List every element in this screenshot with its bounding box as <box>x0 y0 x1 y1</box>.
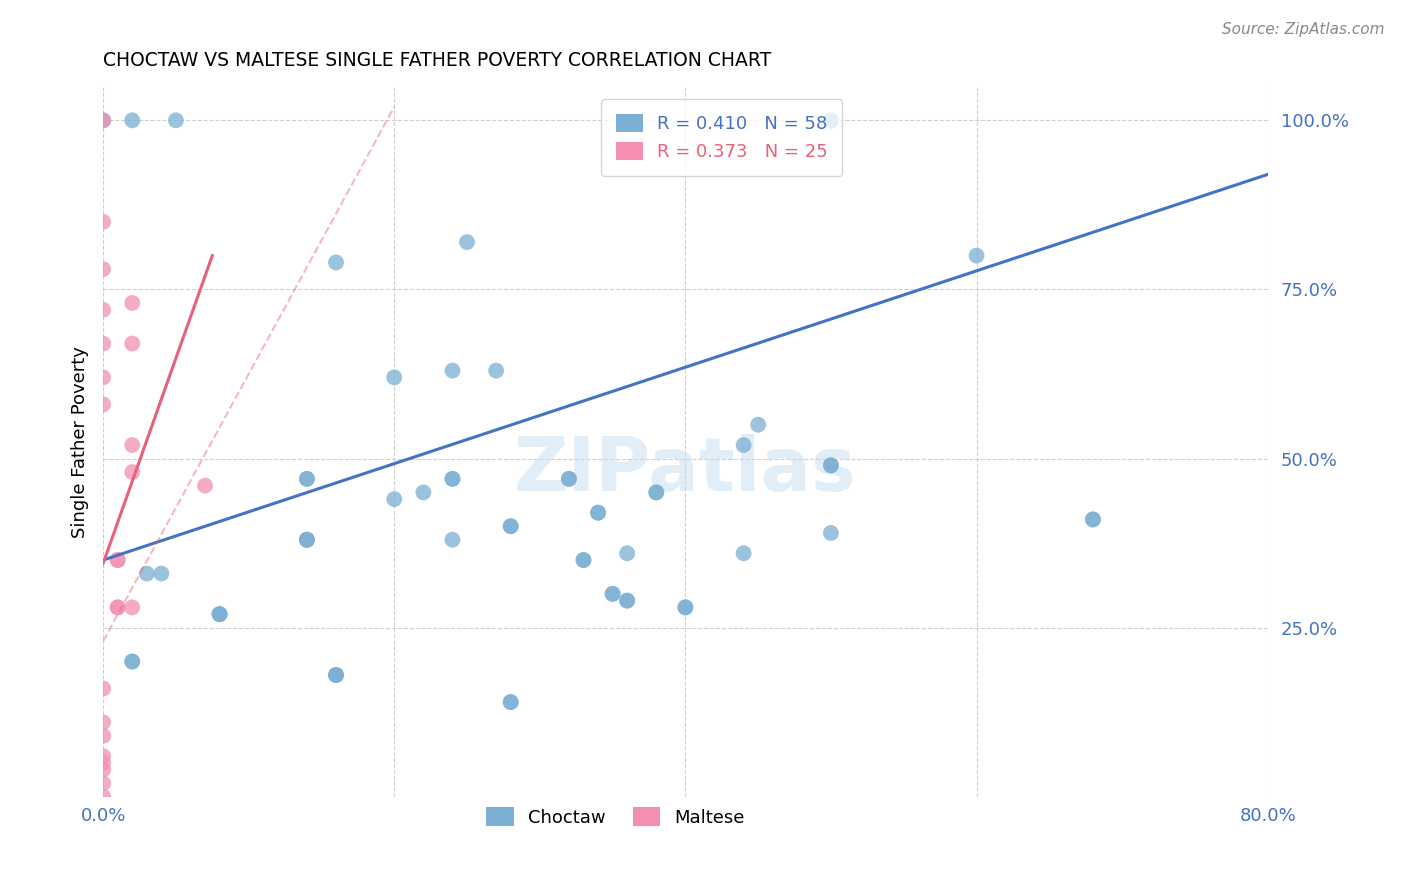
Point <box>121 655 143 669</box>
Point <box>499 519 522 533</box>
Point <box>91 113 114 128</box>
Point <box>107 553 129 567</box>
Point <box>616 593 638 607</box>
Point <box>91 336 114 351</box>
Point <box>194 478 217 492</box>
Point <box>820 113 842 128</box>
Point <box>673 600 696 615</box>
Point <box>208 607 231 622</box>
Point <box>121 296 143 310</box>
Point <box>107 600 129 615</box>
Point <box>91 370 114 384</box>
Point <box>441 533 464 547</box>
Point <box>325 668 347 682</box>
Point <box>91 397 114 411</box>
Point <box>91 789 114 804</box>
Point <box>966 249 988 263</box>
Point <box>165 113 187 128</box>
Point <box>820 458 842 473</box>
Point <box>499 519 522 533</box>
Text: Source: ZipAtlas.com: Source: ZipAtlas.com <box>1222 22 1385 37</box>
Point <box>616 593 638 607</box>
Point <box>208 607 231 622</box>
Point <box>121 438 143 452</box>
Point <box>586 506 609 520</box>
Point <box>91 756 114 770</box>
Point <box>91 262 114 277</box>
Point <box>412 485 434 500</box>
Point <box>325 668 347 682</box>
Point <box>572 553 595 567</box>
Point <box>91 749 114 764</box>
Point <box>733 438 755 452</box>
Point <box>295 533 318 547</box>
Point <box>1081 512 1104 526</box>
Point <box>382 492 405 507</box>
Point <box>91 763 114 777</box>
Point <box>586 506 609 520</box>
Point <box>325 668 347 682</box>
Point <box>441 472 464 486</box>
Point <box>295 472 318 486</box>
Point <box>91 215 114 229</box>
Point <box>558 472 581 486</box>
Point <box>616 546 638 560</box>
Point <box>91 729 114 743</box>
Text: CHOCTAW VS MALTESE SINGLE FATHER POVERTY CORRELATION CHART: CHOCTAW VS MALTESE SINGLE FATHER POVERTY… <box>103 51 772 70</box>
Point <box>295 533 318 547</box>
Point <box>441 472 464 486</box>
Point <box>91 715 114 730</box>
Point <box>820 458 842 473</box>
Y-axis label: Single Father Poverty: Single Father Poverty <box>72 346 89 538</box>
Point <box>820 525 842 540</box>
Point <box>1081 512 1104 526</box>
Point <box>107 600 129 615</box>
Point <box>456 235 478 249</box>
Point <box>295 472 318 486</box>
Point <box>733 546 755 560</box>
Point <box>91 776 114 790</box>
Point <box>91 113 114 128</box>
Point <box>150 566 173 581</box>
Point <box>121 113 143 128</box>
Point <box>295 533 318 547</box>
Point <box>91 302 114 317</box>
Point <box>645 485 668 500</box>
Point <box>121 336 143 351</box>
Point <box>558 472 581 486</box>
Point <box>121 465 143 479</box>
Point <box>499 695 522 709</box>
Point <box>107 553 129 567</box>
Text: ZIPatlas: ZIPatlas <box>515 434 856 507</box>
Point <box>325 255 347 269</box>
Point <box>747 417 769 432</box>
Point <box>382 370 405 384</box>
Point <box>602 587 624 601</box>
Point <box>485 363 508 377</box>
Point <box>499 695 522 709</box>
Legend: Choctaw, Maltese: Choctaw, Maltese <box>479 800 752 834</box>
Point <box>572 553 595 567</box>
Point <box>645 485 668 500</box>
Point <box>208 607 231 622</box>
Point <box>602 587 624 601</box>
Point <box>121 600 143 615</box>
Point <box>121 655 143 669</box>
Point <box>135 566 157 581</box>
Point <box>441 363 464 377</box>
Point <box>820 113 842 128</box>
Point <box>673 600 696 615</box>
Point <box>91 681 114 696</box>
